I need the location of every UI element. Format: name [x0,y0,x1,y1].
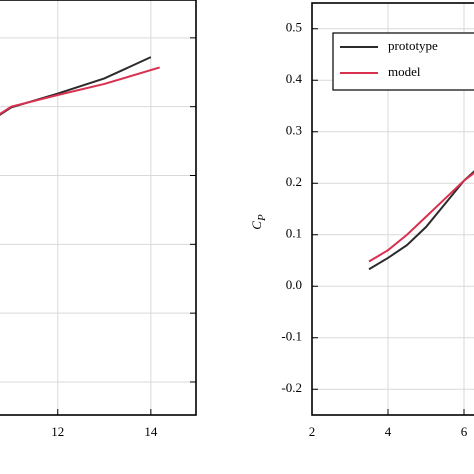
x-tick-label: 6 [461,424,468,439]
y-tick-label: 0.3 [286,123,302,138]
x-tick-label: 12 [51,424,64,439]
x-tick-label: 2 [309,424,316,439]
plot-frame [311,2,474,416]
x-tick-label: 14 [144,424,158,439]
legend-label: prototype [388,38,438,53]
y-tick-label: 0.0 [286,277,302,292]
series-line [368,171,474,263]
plot-frame [0,0,197,416]
x-tick-label: 4 [385,424,392,439]
y-tick-label: 0.4 [286,71,303,86]
series-line [0,66,160,116]
y-axis-label: CP [249,214,268,230]
y-tick-label: 0.2 [286,174,302,189]
chart: 101214 [0,0,197,439]
y-tick-label: -0.2 [281,380,302,395]
y-tick-label: 0.5 [286,20,302,35]
y-tick-label: -0.1 [281,329,302,344]
legend-label: model [388,64,421,79]
chart: -0.2 -0.1 0.0 0.1 0.2 0.3 0.4 0.5 2 4 6 CP prototype… [249,2,474,439]
legend-box [332,32,474,91]
y-tick-label: 0.1 [286,226,302,241]
series-line [0,56,152,116]
